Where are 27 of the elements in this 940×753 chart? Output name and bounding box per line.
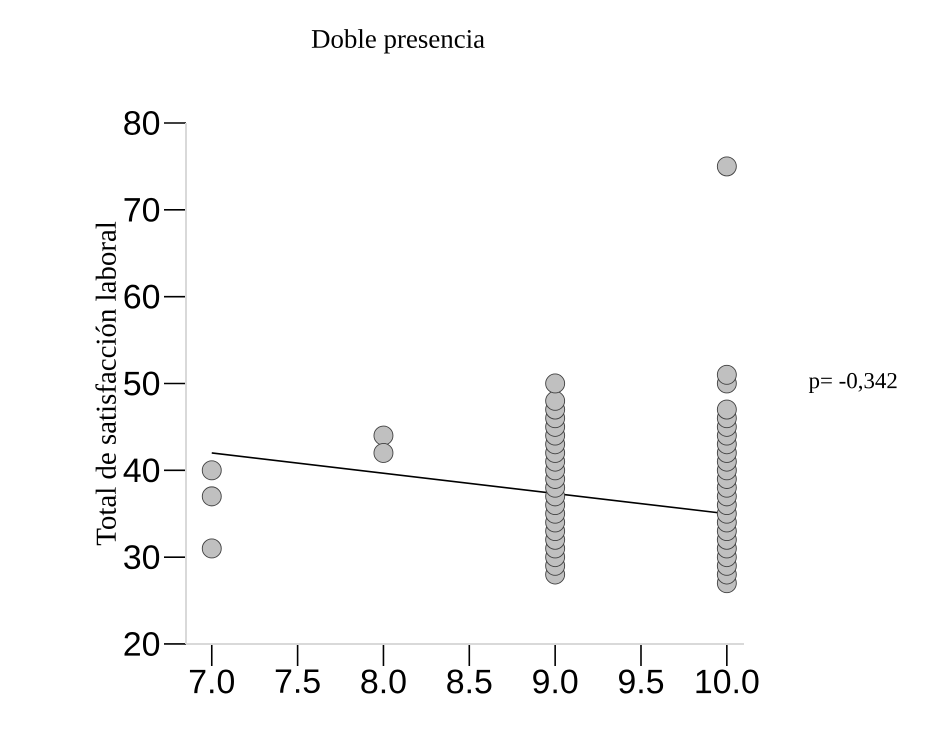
chart-title: Doble presencia bbox=[312, 29, 485, 54]
x-tick-label: 7.5 bbox=[276, 669, 320, 694]
point bbox=[374, 443, 394, 463]
x-tick-label: 8.0 bbox=[361, 670, 406, 694]
point bbox=[202, 460, 222, 480]
point bbox=[716, 364, 737, 385]
point bbox=[716, 400, 737, 420]
x-tick-label: 7.0 bbox=[190, 670, 234, 694]
text: p= -0,342 bbox=[808, 372, 897, 394]
y-axis-title: Total de satisfacción laboral bbox=[95, 222, 116, 546]
x-tick-label: 9.5 bbox=[619, 670, 664, 694]
y-tick-label: 20 bbox=[124, 632, 160, 656]
y-tick-label: 60 bbox=[124, 284, 160, 309]
x-tick-label: 10.0 bbox=[696, 670, 758, 694]
point bbox=[202, 538, 222, 558]
point bbox=[545, 390, 566, 411]
x-tick-label: 8.5 bbox=[447, 670, 492, 694]
y-tick-label: 30 bbox=[124, 545, 160, 570]
point bbox=[545, 374, 566, 394]
point bbox=[716, 156, 737, 176]
y-tick-label: 50 bbox=[124, 371, 160, 396]
y-tick-label: 70 bbox=[124, 198, 160, 222]
y-tick-label: 40 bbox=[124, 458, 160, 482]
y-tick-label: 80 bbox=[124, 110, 160, 135]
point bbox=[202, 486, 222, 506]
point bbox=[374, 426, 394, 446]
x-tick-label: 9.0 bbox=[533, 670, 578, 694]
